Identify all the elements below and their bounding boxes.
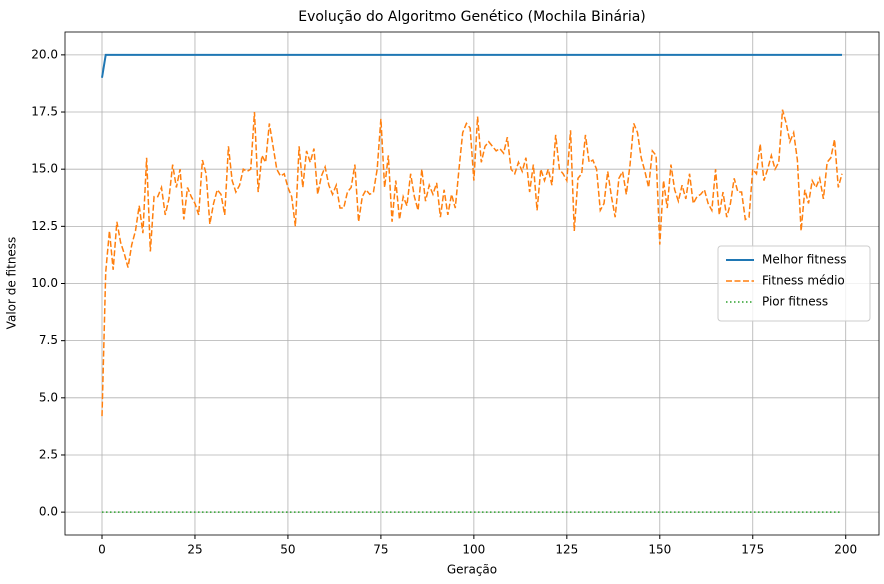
y-tick-label: 17.5: [31, 105, 58, 119]
legend-label: Pior fitness: [762, 295, 828, 309]
y-tick-label: 20.0: [31, 47, 58, 61]
x-tick-label: 50: [280, 543, 295, 557]
series-line: [101, 53, 842, 78]
x-tick-label: 100: [462, 543, 485, 557]
legend-label: Fitness médio: [762, 274, 845, 288]
plot-frame: [64, 31, 880, 536]
x-tick-label: 75: [373, 543, 388, 557]
legend-box: [717, 245, 871, 322]
x-tick-label: 0: [98, 543, 106, 557]
x-tick-label: 150: [648, 543, 671, 557]
y-tick-label: 10.0: [31, 276, 58, 290]
chart-title: Evolução do Algoritmo Genético (Mochila …: [298, 9, 646, 25]
x-axis-label: Geração: [447, 563, 497, 577]
y-tick-label: 2.5: [39, 447, 58, 461]
x-tick-label: 175: [741, 543, 764, 557]
y-tick-label: 5.0: [39, 390, 58, 404]
y-axis-label: Valor de fitness: [5, 237, 19, 330]
x-tick-label: 125: [555, 543, 578, 557]
y-tick-label: 0.0: [39, 505, 58, 519]
legend-label: Melhor fitness: [762, 253, 847, 267]
y-tick-label: 15.0: [31, 162, 58, 176]
y-tick-label: 12.5: [31, 219, 58, 233]
series-line: [101, 109, 843, 417]
x-tick-label: 200: [834, 543, 857, 557]
legend: Melhor fitness Fitness médio Pior fitness: [717, 245, 871, 322]
x-tick-label: 25: [187, 543, 202, 557]
y-tick-label: 7.5: [39, 333, 58, 347]
